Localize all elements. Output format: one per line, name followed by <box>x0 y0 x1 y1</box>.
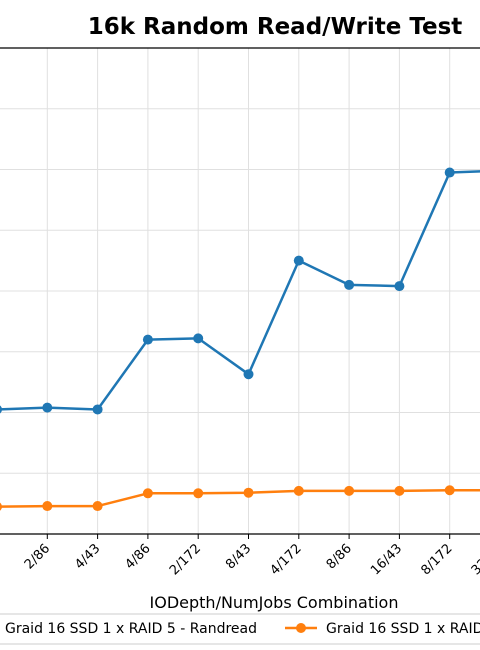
data-point <box>193 488 204 499</box>
series-line <box>0 489 480 508</box>
series-randread <box>0 167 480 415</box>
axes <box>0 47 480 535</box>
data-point <box>193 333 204 344</box>
x-tick-label: 1/172 <box>0 541 3 578</box>
x-tick-label: 4/172 <box>268 541 305 578</box>
legend-box <box>0 613 480 645</box>
x-tick-label: 32/43 <box>469 541 480 578</box>
data-point <box>42 402 53 413</box>
legend-swatch-marker <box>296 623 306 633</box>
data-point <box>444 167 455 178</box>
x-tick-label: 4/86 <box>122 541 153 572</box>
x-tick-label: 8/43 <box>223 541 254 572</box>
data-point <box>142 334 153 345</box>
data-point <box>92 501 103 512</box>
data-point <box>0 405 2 414</box>
data-point <box>293 485 304 496</box>
x-tick-labels: 1/172 2/86 4/43 4/86 2/172 8/43 4/172 8/86 16/43… <box>0 534 480 578</box>
legend: Graid 16 SSD 1 x RAID 5 - Randread Graid … <box>0 613 480 645</box>
data-point <box>42 501 53 512</box>
series-randwrite <box>0 485 480 512</box>
data-point <box>394 485 405 496</box>
grid <box>0 47 480 535</box>
data-point <box>344 485 355 496</box>
x-tick-label: 4/43 <box>72 541 103 572</box>
data-point <box>344 279 355 290</box>
legend-label: Graid 16 SSD 1 x RAID 5 - Randread <box>5 621 257 637</box>
data-point <box>0 502 2 511</box>
x-axis-label: IODepth/NumJobs Combination <box>150 593 399 612</box>
x-tick-label: 2/172 <box>167 541 204 578</box>
x-tick-label: 16/43 <box>368 541 405 578</box>
data-point <box>243 487 254 498</box>
series-layer <box>0 167 480 512</box>
data-point <box>142 488 153 499</box>
x-tick-label: 8/86 <box>324 541 355 572</box>
x-tick-label: 2/86 <box>22 541 53 572</box>
data-point <box>293 255 304 266</box>
legend-item: Graid 16 SSD 1 x RAID 5 - Randread <box>5 621 257 637</box>
data-point <box>243 369 254 380</box>
legend-item: Graid 16 SSD 1 x RAID 5 - Randwrite <box>285 621 480 637</box>
legend-label: Graid 16 SSD 1 x RAID 5 - Randwrite <box>326 621 480 637</box>
data-point <box>92 404 103 415</box>
data-point <box>444 485 455 496</box>
chart-title: 16k Random Read/Write Test <box>88 14 463 40</box>
data-point <box>394 281 405 292</box>
series-line <box>0 170 480 411</box>
x-tick-label: 8/172 <box>418 541 455 578</box>
